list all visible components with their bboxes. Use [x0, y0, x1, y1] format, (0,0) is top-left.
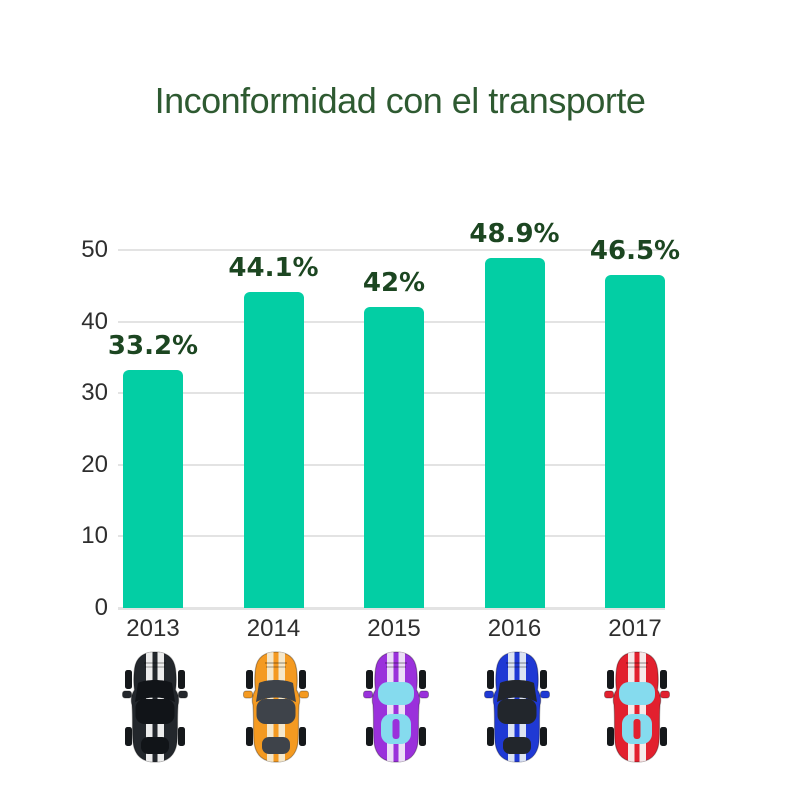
- bar-2017: [605, 275, 665, 608]
- y-axis-label-0: 0: [94, 594, 108, 621]
- chart-title: Inconformidad con el transporte: [154, 80, 646, 121]
- purple-car-icon: [361, 650, 431, 764]
- y-axis-label-20: 20: [81, 450, 108, 478]
- x-axis-label-2014: 2014: [246, 615, 301, 642]
- orange-car-icon: [241, 650, 311, 764]
- y-axis-label-50: 50: [81, 236, 108, 263]
- blue-car-icon: [482, 650, 552, 764]
- bar-value-label-2013: 33.2%: [107, 331, 199, 362]
- x-axis-label-2016: 2016: [487, 615, 542, 642]
- bar-2015: [364, 307, 424, 608]
- gridline-50: [118, 249, 665, 251]
- bar-value-label-2014: 44.1%: [228, 253, 319, 284]
- gridline-0: [118, 607, 665, 610]
- bar-value-label-2017: 46.5%: [589, 236, 681, 267]
- y-axis-label-30: 30: [81, 379, 108, 407]
- bar-2013: [123, 370, 183, 608]
- bar-value-label-2016: 48.9%: [469, 218, 560, 249]
- bar-value-label-2015: 42%: [362, 268, 426, 299]
- red-car-icon: [602, 650, 672, 764]
- x-axis-label-2015: 2015: [367, 615, 421, 642]
- x-axis-label-2013: 2013: [126, 615, 180, 642]
- bar-2016: [484, 257, 545, 608]
- black-car-icon: [120, 650, 190, 764]
- x-axis-label-2017: 2017: [608, 615, 662, 642]
- y-axis-label-40: 40: [81, 307, 108, 335]
- bar-2014: [243, 292, 304, 608]
- y-axis-label-10: 10: [81, 522, 108, 550]
